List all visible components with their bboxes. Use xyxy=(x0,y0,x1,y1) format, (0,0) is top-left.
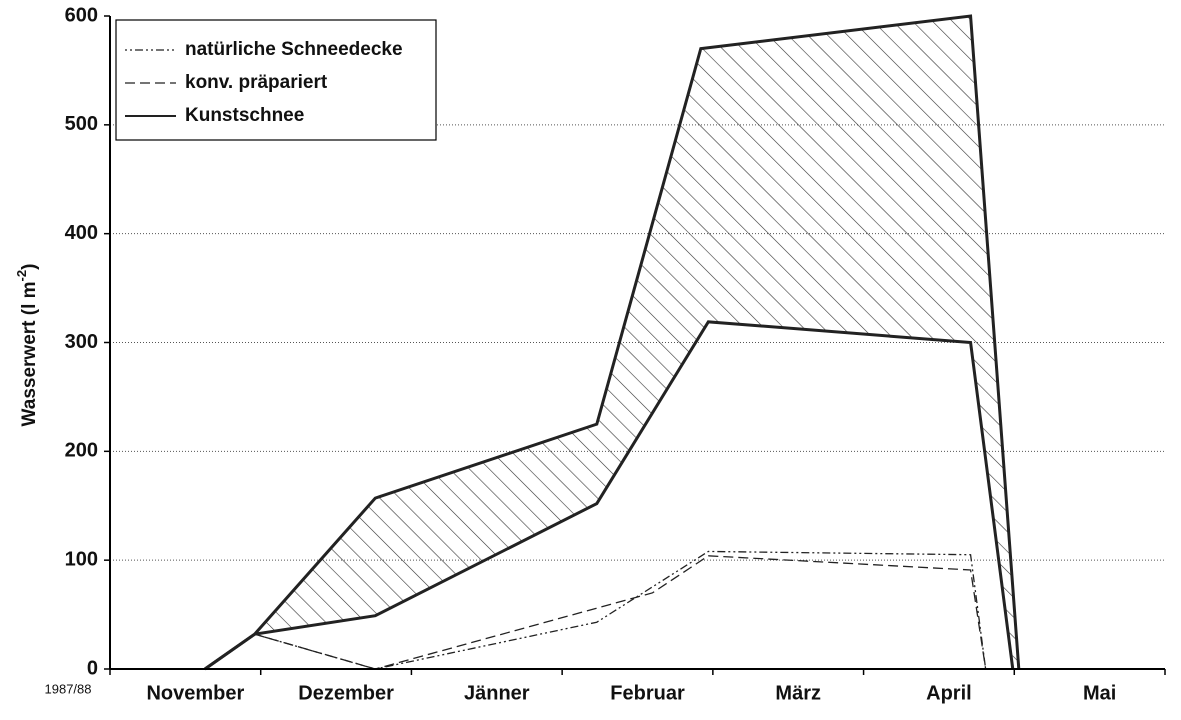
x-tick-label: Mai xyxy=(1083,682,1116,704)
line xyxy=(254,555,987,670)
x-tick-label: Dezember xyxy=(298,682,394,704)
legend-box xyxy=(115,19,437,141)
x-tick-label: November xyxy=(146,682,244,704)
y-label-text: Wasserwert (l m xyxy=(19,281,40,426)
x-tick-label: März xyxy=(775,682,821,704)
legend-label: Kunstschnee xyxy=(185,105,304,126)
y-label-end: ) xyxy=(19,264,40,270)
hatched-area xyxy=(204,16,1019,669)
y-tick-label: 100 xyxy=(65,548,98,570)
y-tick-label: 500 xyxy=(65,113,98,135)
line xyxy=(204,14,1021,671)
y-tick-label: 200 xyxy=(65,440,98,462)
x-tick-label: Jänner xyxy=(464,682,530,704)
y-label-sup: -2 xyxy=(14,270,29,282)
x-tick-label: Februar xyxy=(610,682,685,704)
y-tick-label: 400 xyxy=(65,222,98,244)
legend: natürliche Schneedecke konv. präpariert Ku… xyxy=(115,19,437,141)
legend-label: konv. präpariert xyxy=(185,72,328,93)
season-label: 1987/88 xyxy=(45,681,92,696)
x-tick-label: April xyxy=(926,682,972,704)
y-tick-label: 0 xyxy=(87,657,98,679)
y-tick-label: 300 xyxy=(65,331,98,353)
legend-label: natürliche Schneedecke xyxy=(185,39,403,60)
y-tick-label: 600 xyxy=(65,4,98,26)
y-axis-label: Wasserwert (l m-2) xyxy=(14,264,40,427)
